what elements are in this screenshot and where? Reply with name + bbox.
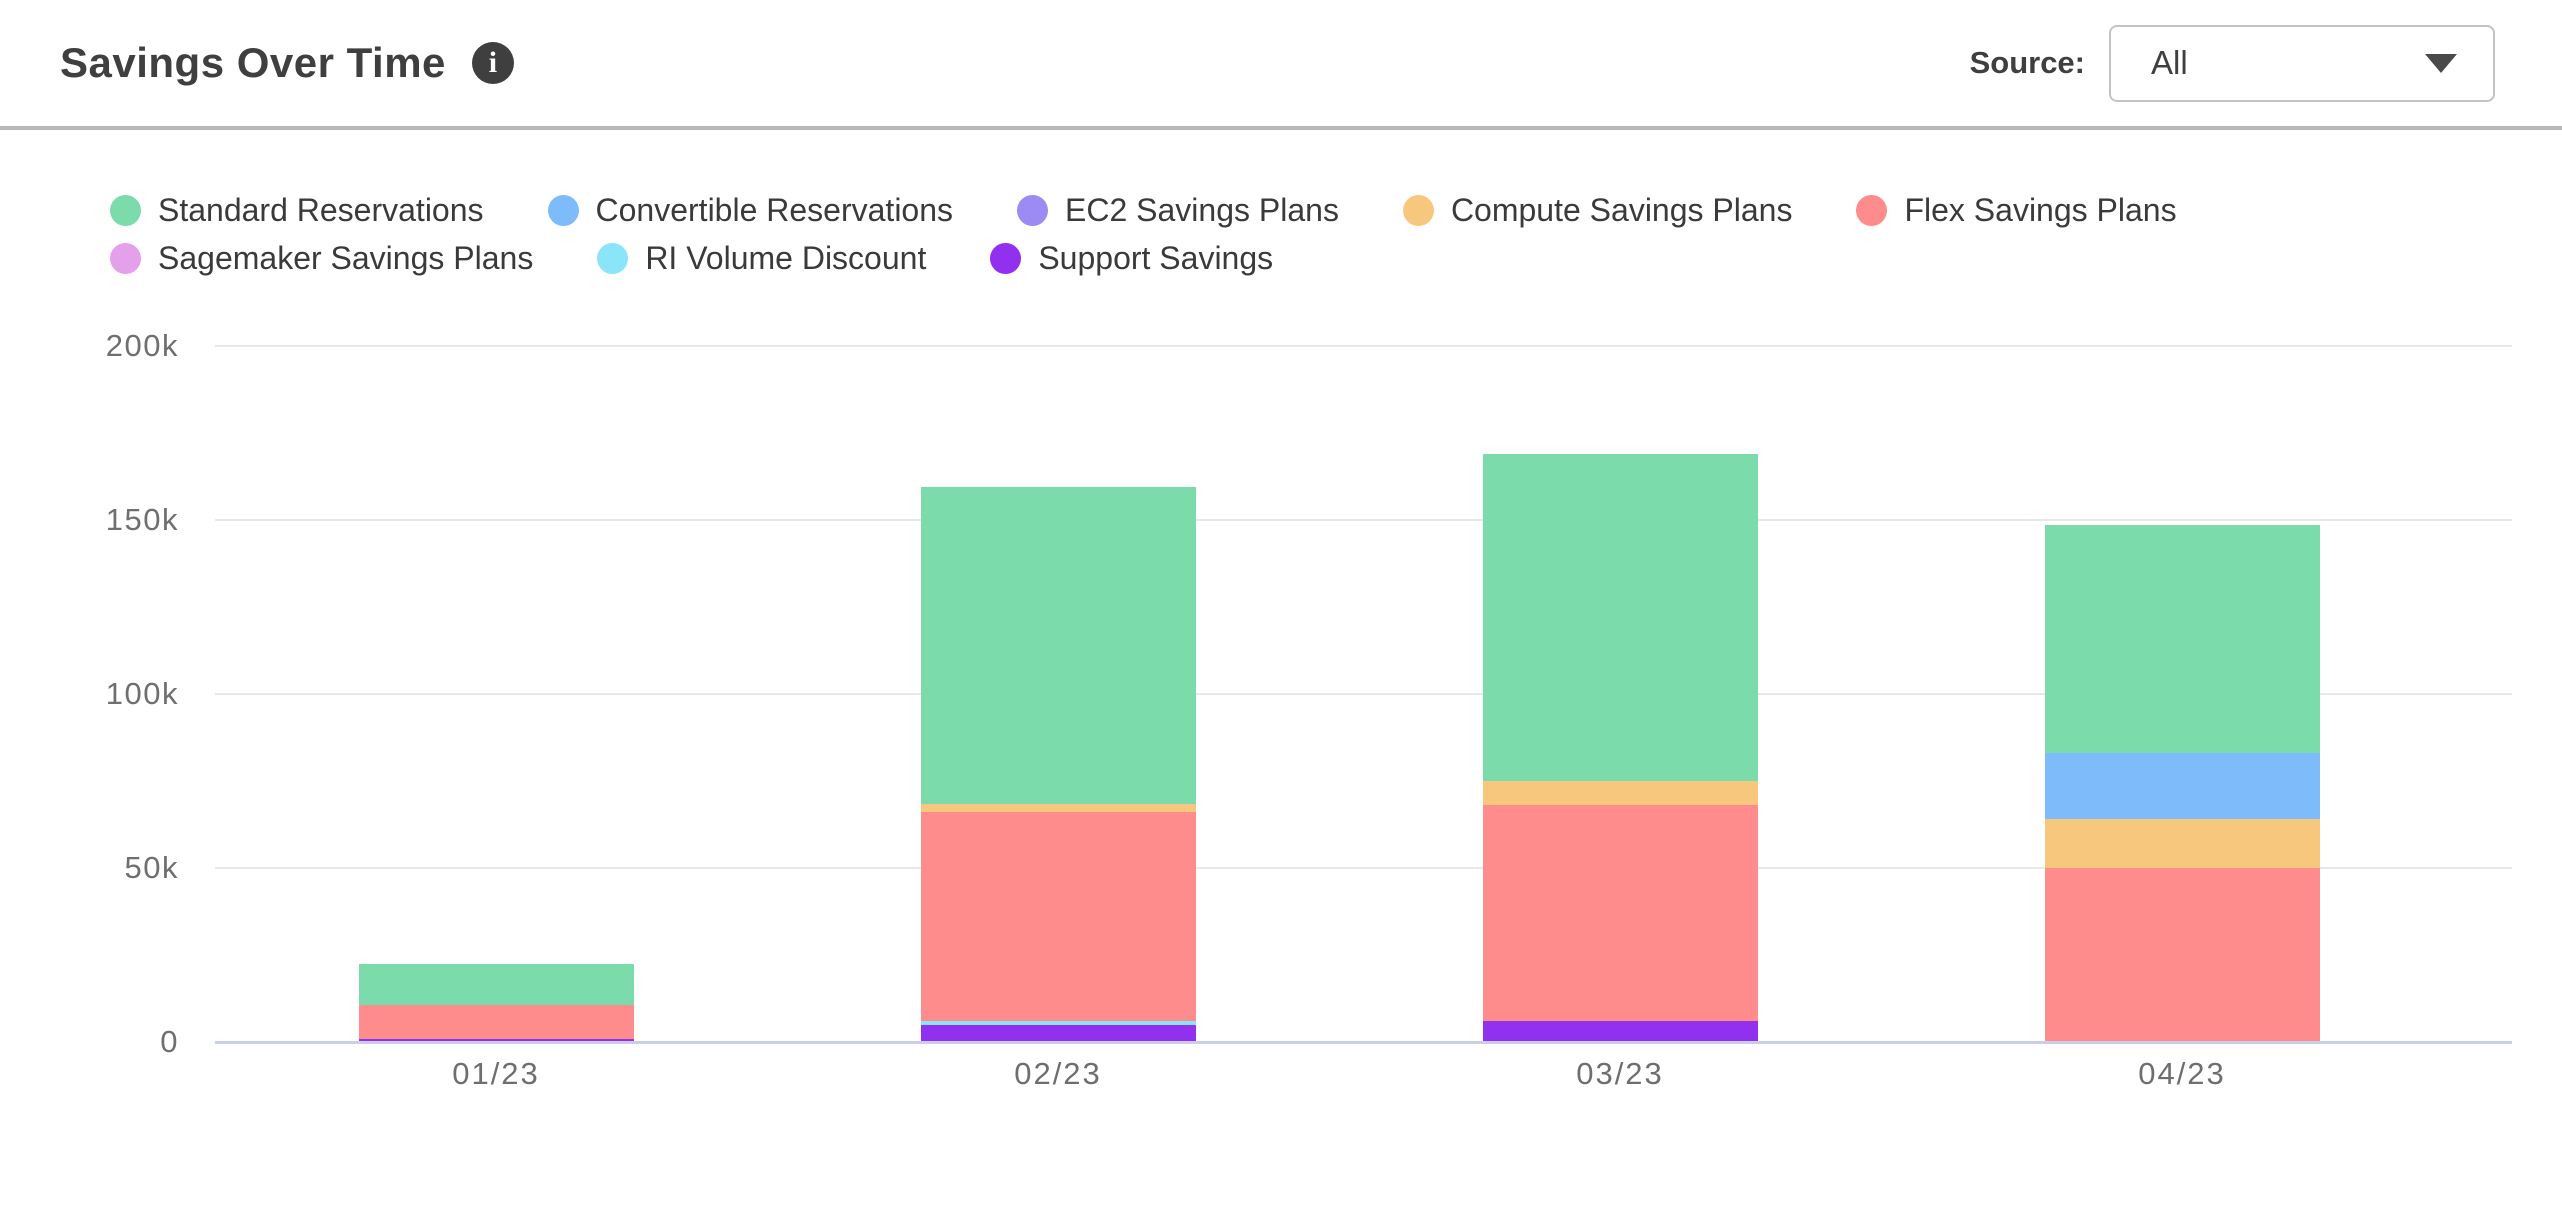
gridline (215, 345, 2512, 347)
bar-segment[interactable] (920, 1021, 1196, 1025)
savings-chart: 0 50k 100k 150k 200k 01/23 02/23 03/23 04/23 (0, 328, 2562, 1091)
stacked-bar-02-23[interactable] (920, 486, 1196, 1042)
chevron-down-icon (2425, 53, 2457, 73)
chart-header: Savings Over Time i Source: All (0, 0, 2562, 130)
source-select[interactable]: All (2109, 24, 2495, 102)
bar-segment[interactable] (1482, 805, 1758, 1022)
bar-segment[interactable] (1482, 1021, 1758, 1042)
legend-dot-icon (547, 194, 579, 226)
y-tick-label: 150k (105, 502, 179, 537)
legend-dot-icon (1856, 194, 1888, 226)
bar-segment[interactable] (920, 803, 1196, 813)
legend-label: Convertible Reservations (595, 191, 954, 228)
legend-item[interactable]: RI Volume Discount (597, 240, 926, 277)
legend-dot-icon (990, 242, 1022, 274)
bar-segment[interactable] (2044, 819, 2320, 868)
source-label: Source: (1969, 45, 2085, 80)
legend-item[interactable]: Standard Reservations (110, 192, 484, 229)
x-tick-label: 04/23 (2138, 1056, 2226, 1091)
legend-label: EC2 Savings Plans (1065, 191, 1339, 228)
gridline (215, 693, 2512, 695)
x-tick-label: 01/23 (452, 1056, 540, 1091)
info-icon[interactable]: i (471, 42, 514, 84)
chart-legend: Standard Reservations Convertible Reserva… (110, 186, 2562, 282)
x-tick-label: 02/23 (1014, 1056, 1102, 1091)
stacked-bar-04-23[interactable] (2044, 525, 2320, 1042)
bar-segment[interactable] (358, 1038, 634, 1042)
legend-item[interactable]: Compute Savings Plans (1402, 191, 1793, 229)
bar-segment[interactable] (920, 486, 1196, 804)
y-tick-label: 50k (124, 850, 179, 885)
legend-item[interactable]: Flex Savings Plans (1856, 191, 2177, 229)
legend-dot-icon (1402, 194, 1434, 226)
bar-segment[interactable] (2044, 753, 2320, 820)
bar-segment[interactable] (920, 812, 1196, 1022)
legend-label: Sagemaker Savings Plans (158, 239, 534, 276)
legend-item[interactable]: Convertible Reservations (547, 191, 954, 229)
y-tick-label: 100k (105, 676, 179, 711)
stacked-bar-03-23[interactable] (1482, 453, 1758, 1042)
y-tick-label: 200k (105, 328, 179, 363)
page-title: Savings Over Time (60, 39, 446, 86)
x-tick-label: 03/23 (1576, 1056, 1664, 1091)
bar-segment[interactable] (1482, 453, 1758, 782)
bar-segment[interactable] (1482, 781, 1758, 806)
legend-label: Standard Reservations (158, 191, 484, 228)
legend-label: Compute Savings Plans (1450, 191, 1793, 228)
legend-item[interactable]: Sagemaker Savings Plans (110, 240, 533, 277)
gridline (215, 867, 2512, 869)
y-tick-label: 0 (160, 1024, 179, 1059)
gridline (215, 519, 2512, 521)
legend-label: Flex Savings Plans (1904, 191, 2177, 228)
legend-label: RI Volume Discount (645, 239, 927, 276)
bar-segment[interactable] (2044, 868, 2320, 1042)
bar-segment[interactable] (2044, 525, 2320, 754)
bar-segment[interactable] (358, 1005, 634, 1039)
legend-item[interactable]: Support Savings (990, 240, 1273, 277)
legend-label: Support Savings (1038, 239, 1274, 276)
legend-item[interactable]: EC2 Savings Plans (1017, 192, 1339, 229)
x-axis-line (215, 1041, 2512, 1044)
legend-dot-icon (1017, 194, 1049, 226)
bar-segment[interactable] (920, 1024, 1196, 1042)
legend-dot-icon (110, 194, 141, 226)
stacked-bar-01-23[interactable] (358, 963, 634, 1042)
source-select-value: All (2151, 44, 2188, 81)
bar-segment[interactable] (358, 963, 634, 1006)
plot-area: 0 50k 100k 150k 200k 01/23 02/23 03/23 04/23 (106, 328, 2512, 1091)
legend-dot-icon (110, 242, 141, 274)
legend-dot-icon (597, 242, 629, 274)
